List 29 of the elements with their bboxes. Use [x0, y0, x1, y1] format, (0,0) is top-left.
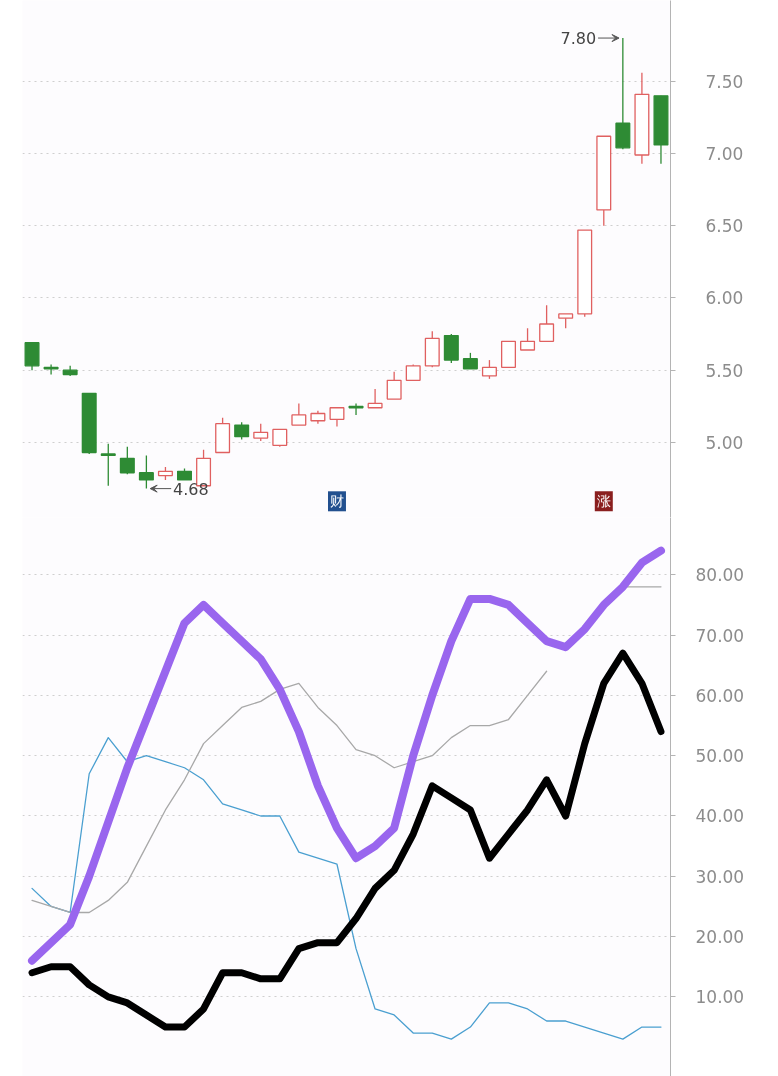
y-tick-label: 5.50	[705, 360, 744, 381]
y-tick-label: 6.00	[705, 288, 744, 309]
y-tick-label: 20.00	[695, 927, 745, 948]
y-tick-label: 10.00	[695, 987, 745, 1008]
candlestick	[119, 446, 135, 475]
candlestick	[291, 402, 307, 426]
annotation: 7.80	[560, 29, 597, 49]
candlestick	[100, 443, 116, 487]
y-tick-label: 40.00	[695, 806, 745, 827]
candlestick	[386, 370, 402, 400]
y-tick-label: 60.00	[695, 685, 745, 706]
annotation: 财	[329, 493, 344, 510]
annotation: 涨	[596, 493, 611, 510]
y-tick-label: 80.00	[695, 565, 745, 586]
y-tick-label: 7.00	[705, 144, 744, 165]
candlestick	[539, 304, 555, 342]
line-series	[31, 736, 662, 1040]
candlestick	[329, 407, 345, 428]
y-tick-label: 50.00	[695, 746, 745, 767]
candlestick	[24, 342, 40, 371]
annotation: 4.68	[173, 479, 209, 499]
y-tick-label: 5.00	[705, 432, 744, 453]
y-tick-label: 70.00	[695, 625, 745, 646]
candlestick	[367, 388, 383, 409]
y-tick-label: 6.50	[705, 216, 744, 237]
candlestick	[520, 327, 536, 351]
candlestick	[481, 359, 497, 380]
y-tick-label: 7.50	[705, 71, 744, 92]
y-tick-label: 30.00	[695, 866, 745, 887]
